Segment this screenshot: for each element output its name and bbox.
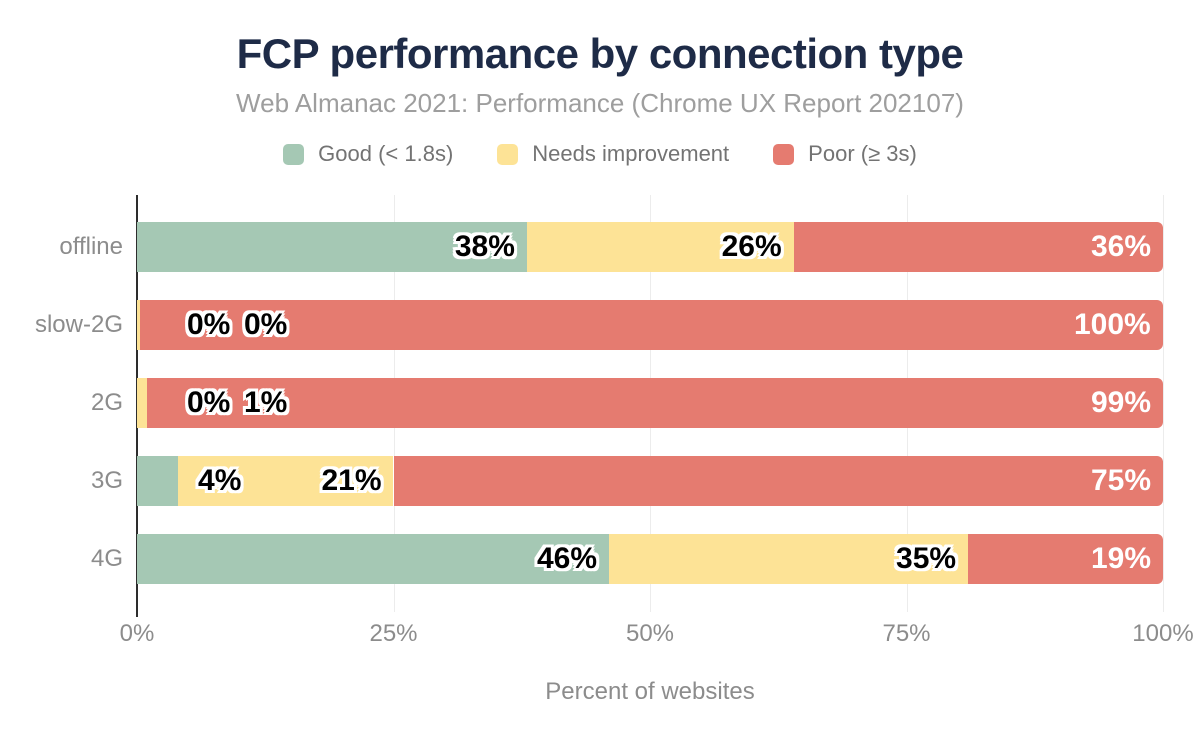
bar-row-slow-2G: 0% 0% 100%	[137, 300, 1163, 350]
legend: Good (< 1.8s) Needs improvement Poor (≥ …	[0, 141, 1200, 167]
bar-value-label: 75%	[1091, 464, 1152, 497]
x-tick-label: 0%	[119, 620, 155, 647]
gridline-100	[1163, 195, 1164, 612]
bar-value-label: 0%	[187, 308, 231, 341]
legend-label-needs-improvement: Needs improvement	[532, 141, 730, 167]
chart-subtitle: Web Almanac 2021: Performance (Chrome UX…	[236, 88, 964, 119]
bar-value-label: 0%	[244, 308, 288, 341]
bar-value-label: 0%	[187, 386, 231, 419]
bar-value-label: 26%	[721, 230, 782, 263]
bar-value-label: 19%	[1091, 542, 1152, 575]
legend-item-good: Good (< 1.8s)	[283, 141, 453, 167]
bar-segment-slow-2G-needs_improvement[interactable]	[137, 300, 141, 350]
bar-segment-4G-poor[interactable]	[968, 534, 1163, 584]
bar-value-label: 21%	[321, 464, 382, 497]
bar-segment-offline-poor[interactable]	[793, 222, 1163, 272]
bar-segment-3G-needs_improvement[interactable]	[178, 456, 394, 506]
bar-segment-2G-poor[interactable]	[147, 378, 1163, 428]
y-axis-label-3G: 3G	[90, 467, 123, 494]
bar-row-offline: 38% 26% 36%	[137, 222, 1163, 272]
x-tick-label: 50%	[625, 620, 675, 647]
bar-segment-4G-good[interactable]	[137, 534, 609, 584]
legend-label-poor: Poor (≥ 3s)	[808, 141, 917, 167]
legend-label-good: Good (< 1.8s)	[318, 141, 454, 167]
needs-improvement-swatch-icon	[497, 143, 519, 165]
plot-area: 38% 26% 36% 0% 0% 100% 0% 1% 99% 4% 21% 75% 46% 35% 19…	[136, 195, 1164, 617]
poor-swatch-icon	[773, 143, 795, 165]
y-axis-label-slow-2G: slow-2G	[34, 311, 123, 338]
bar-segment-slow-2G-poor[interactable]	[140, 300, 1163, 350]
y-axis-label-4G: 4G	[90, 545, 123, 572]
bar-value-label: 46%	[536, 542, 597, 575]
bar-row-2G: 0% 1% 99%	[137, 378, 1163, 428]
bar-value-label: 35%	[896, 542, 957, 575]
x-axis-title: Percent of websites	[545, 678, 755, 705]
good-swatch-icon	[283, 143, 305, 165]
x-tick-label: 25%	[369, 620, 418, 647]
x-tick-label: 75%	[882, 620, 931, 647]
chart-title: FCP performance by connection type	[236, 30, 964, 77]
bar-value-label: 99%	[1091, 386, 1152, 419]
bar-segment-offline-good[interactable]	[137, 222, 527, 272]
bar-segment-3G-good[interactable]	[137, 456, 179, 506]
bar-value-label: 38%	[454, 230, 515, 263]
bar-value-label: 4%	[198, 464, 242, 497]
bar-row-3G: 4% 21% 75%	[137, 456, 1163, 506]
legend-item-needs-improvement: Needs improvement	[497, 141, 729, 167]
bar-value-label: 36%	[1091, 230, 1152, 263]
y-axis-labels: offline slow-2G 2G 3G 4G	[0, 195, 137, 612]
bar-segment-3G-poor[interactable]	[393, 456, 1163, 506]
x-tick-label: 100%	[1132, 620, 1194, 647]
bar-value-label: 1%	[244, 386, 288, 419]
bar-segment-2G-needs_improvement[interactable]	[137, 378, 148, 428]
y-axis-label-offline: offline	[59, 233, 123, 260]
bar-row-4G: 46% 35% 19%	[137, 534, 1163, 584]
legend-item-poor: Poor (≥ 3s)	[773, 141, 917, 167]
bar-segment-offline-needs_improvement[interactable]	[526, 222, 794, 272]
bar-segment-4G-needs_improvement[interactable]	[608, 534, 969, 584]
y-axis-label-2G: 2G	[90, 389, 123, 416]
bar-value-label: 100%	[1074, 308, 1151, 341]
chart-header: FCP performance by connection type Web A…	[0, 0, 1200, 167]
